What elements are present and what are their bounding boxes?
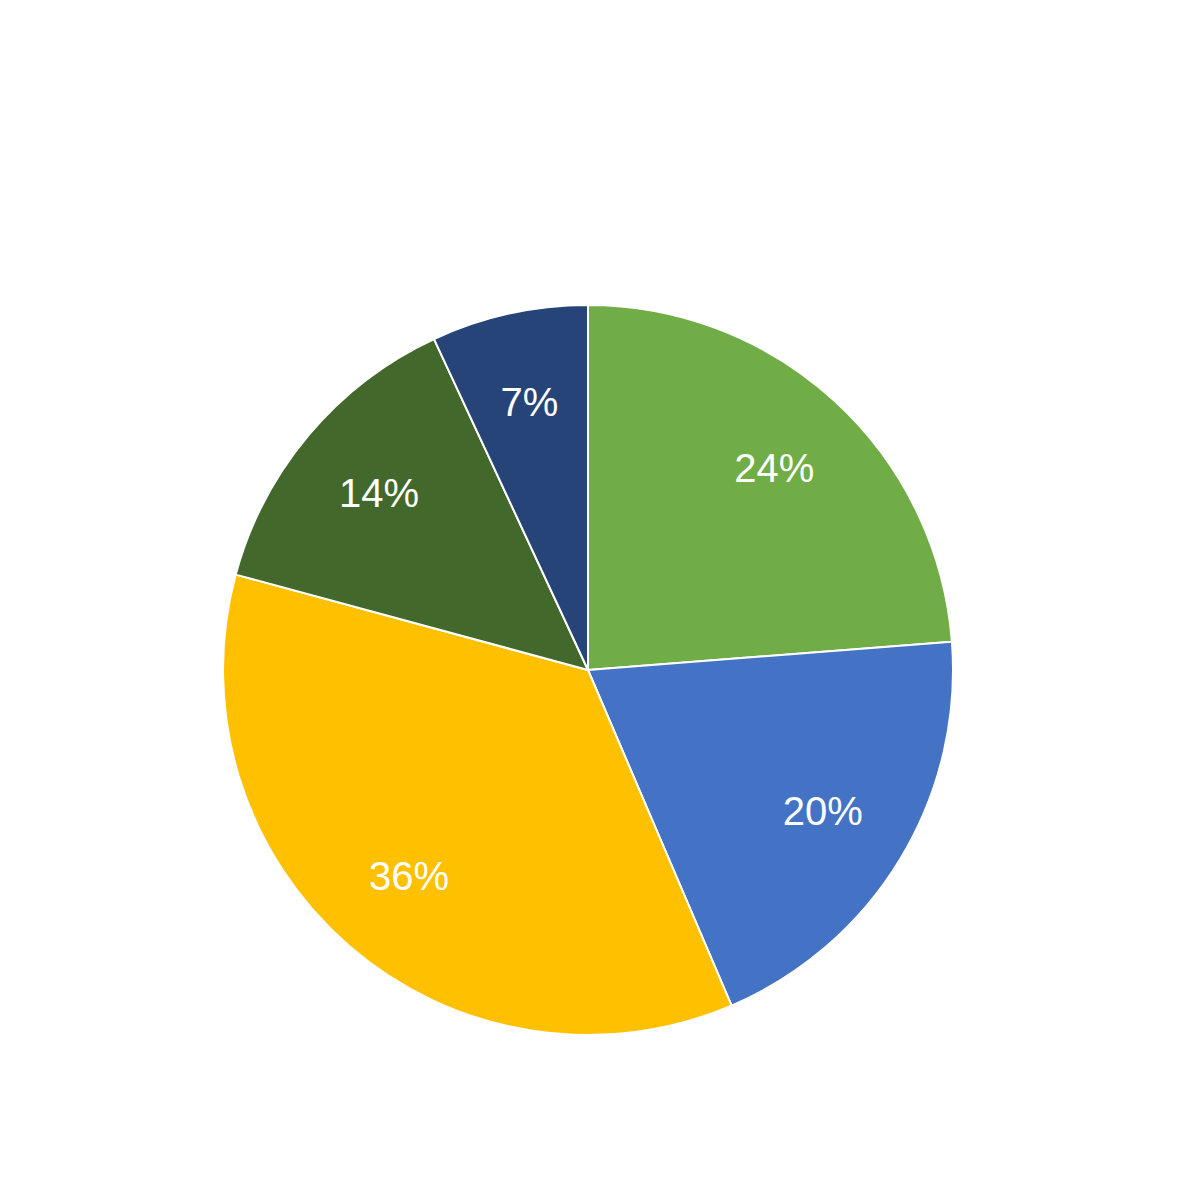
svg-text:7%: 7% <box>500 380 558 424</box>
svg-text:36%: 36% <box>369 854 449 898</box>
svg-text:24%: 24% <box>734 446 814 490</box>
svg-text:20%: 20% <box>783 789 863 833</box>
svg-text:14%: 14% <box>339 471 419 515</box>
